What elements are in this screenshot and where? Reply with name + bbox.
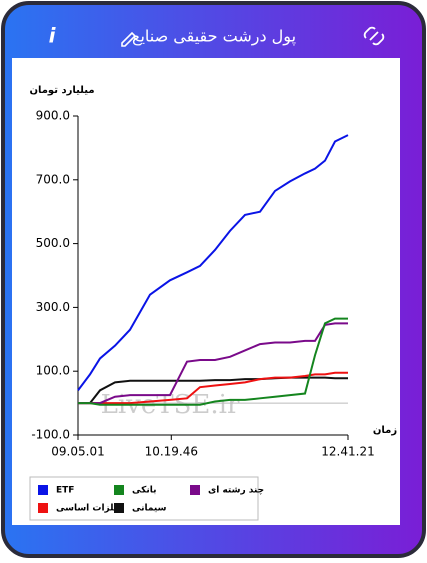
header-title: پول درشت حقیقی صنایع xyxy=(132,27,296,47)
series-line xyxy=(78,317,348,406)
series-line xyxy=(78,371,348,405)
x-tick-label: 12.41.21 xyxy=(321,445,374,459)
edit-icon[interactable] xyxy=(121,31,137,47)
legend-label: ETF xyxy=(56,486,74,496)
y-tick-label: 500.0 xyxy=(36,236,70,250)
legend-swatch xyxy=(190,485,200,495)
y-tick-label: -100.0 xyxy=(31,428,70,442)
legend xyxy=(29,476,259,521)
legend-swatch xyxy=(114,503,124,513)
y-tick-label: 900.0 xyxy=(36,109,70,123)
link-icon[interactable] xyxy=(363,26,385,46)
series-line xyxy=(78,322,348,405)
y-tick-label: 100.0 xyxy=(36,364,70,378)
series-line xyxy=(77,134,349,391)
legend-label: سیمانی xyxy=(132,504,167,514)
legend-label: بانکی xyxy=(132,486,156,496)
x-axis-label: زمان xyxy=(373,425,397,436)
x-tick-label: 10.19.46 xyxy=(145,445,198,459)
legend-swatch xyxy=(38,503,48,513)
card xyxy=(12,58,400,525)
y-tick-label: 700.0 xyxy=(36,172,70,186)
legend-label: فلزات اساسی xyxy=(56,504,120,514)
legend-swatch xyxy=(38,485,48,495)
y-axis-label: میلیارد تومان xyxy=(29,85,94,96)
legend-swatch xyxy=(114,485,124,495)
x-tick-label: 09.05.01 xyxy=(51,445,104,459)
legend-label: چند رشته ای xyxy=(208,486,264,496)
y-tick-label: 300.0 xyxy=(36,300,70,314)
series-line xyxy=(78,376,348,405)
info-icon[interactable]: i xyxy=(49,24,57,48)
